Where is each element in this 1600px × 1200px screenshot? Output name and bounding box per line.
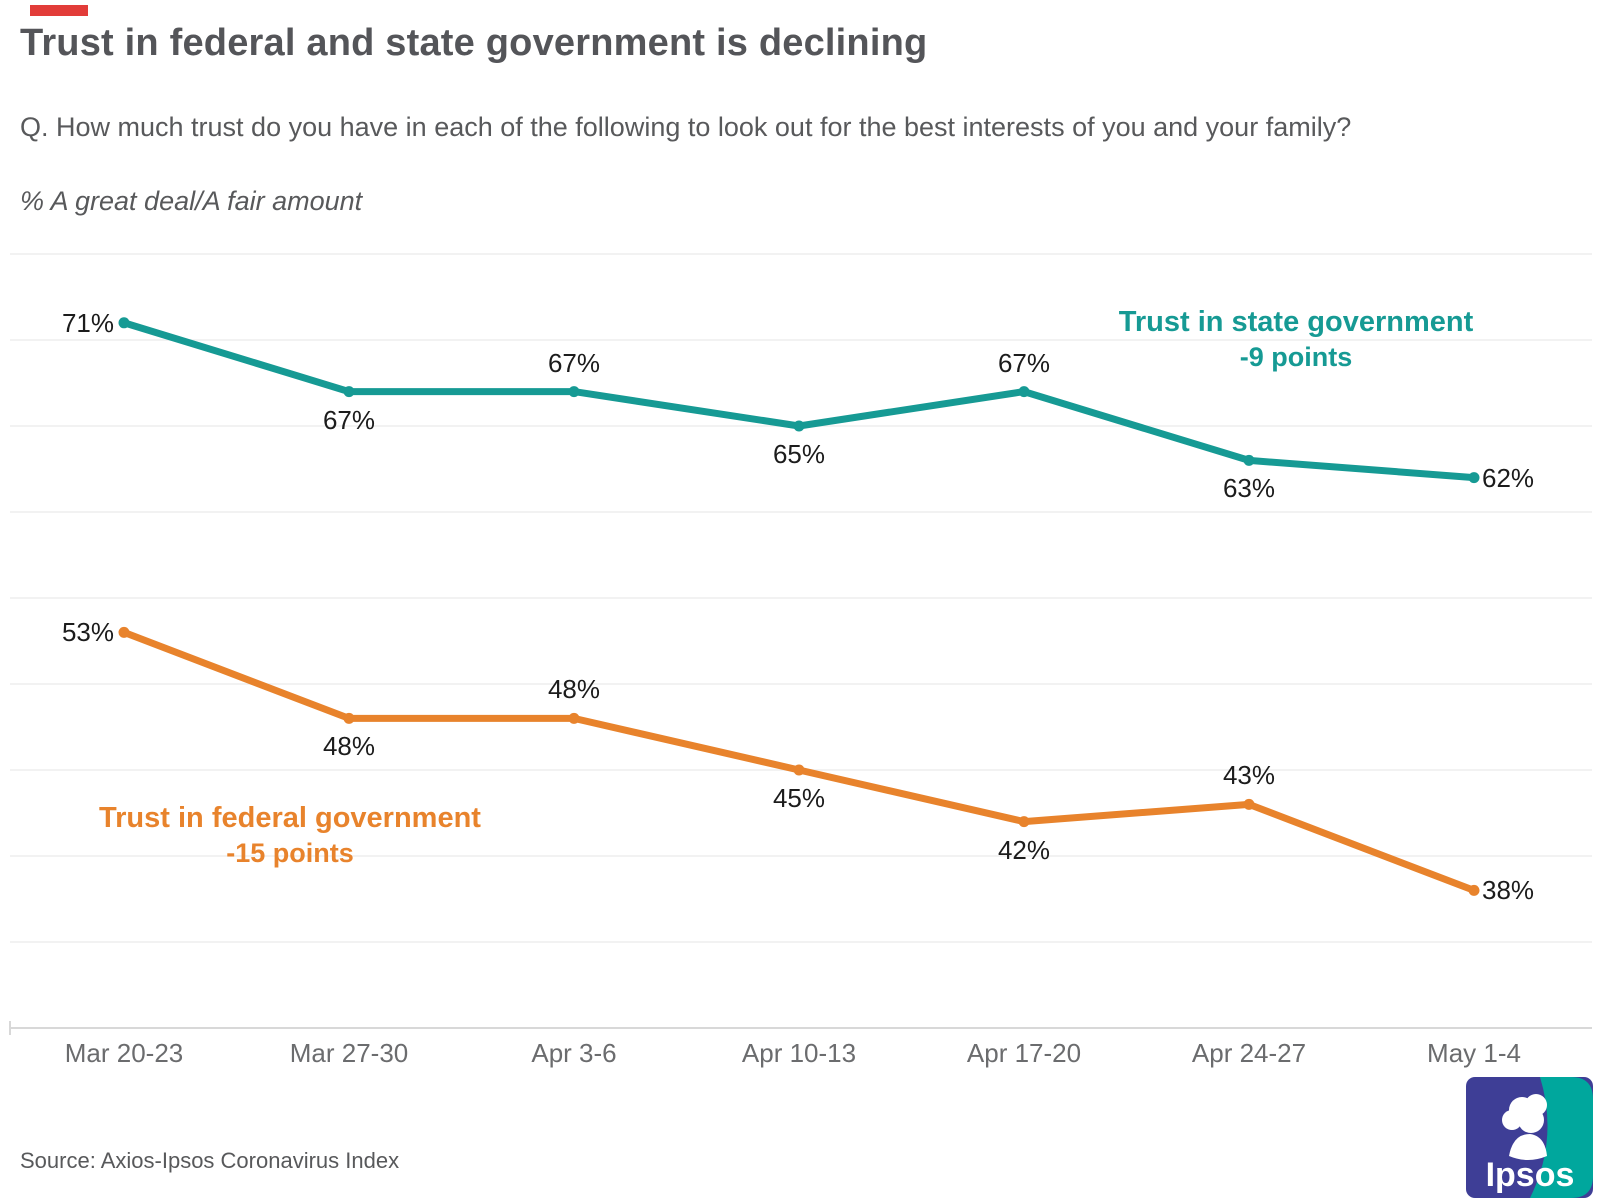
data-label-federal-4: 42% bbox=[997, 834, 1051, 865]
measure-note: % A great deal/A fair amount bbox=[20, 186, 363, 216]
data-label-state-3: 65% bbox=[772, 439, 826, 469]
data-label-federal-3: 45% bbox=[772, 783, 826, 813]
survey-question: Q. How much trust do you have in each of… bbox=[20, 112, 1352, 142]
legend-state-change: -9 points bbox=[1239, 342, 1353, 372]
x-axis-label-6: May 1-4 bbox=[1427, 1038, 1521, 1068]
legend-state-title: Trust in state government bbox=[1118, 306, 1474, 338]
legend-federal-change: -15 points bbox=[226, 838, 354, 868]
data-label-federal-6: 38% bbox=[1482, 875, 1535, 906]
page-title: Trust in federal and state government is… bbox=[20, 22, 928, 64]
data-label-state-2: 67% bbox=[547, 347, 601, 378]
legend-federal-title: Trust in federal government bbox=[99, 802, 481, 834]
data-label-state-5: 63% bbox=[1222, 473, 1276, 504]
data-label-state-4: 67% bbox=[997, 347, 1051, 378]
data-label-state-6: 62% bbox=[1482, 462, 1535, 493]
data-label-federal-1: 48% bbox=[322, 731, 376, 762]
x-axis-label-5: Apr 24-27 bbox=[1191, 1038, 1307, 1068]
x-axis-label-2: Apr 3-6 bbox=[531, 1038, 617, 1068]
logo-teal-field bbox=[1530, 1077, 1593, 1198]
accent-bar bbox=[30, 5, 88, 16]
data-label-federal-0: 53% bbox=[61, 617, 114, 648]
x-axis-label-0: Mar 20-23 bbox=[64, 1038, 184, 1068]
x-axis-label-1: Mar 27-30 bbox=[289, 1038, 409, 1068]
person-profile-icon bbox=[1502, 1094, 1547, 1160]
data-label-state-1: 67% bbox=[322, 404, 376, 435]
source-note: Source: Axios-Ipsos Coronavirus Index bbox=[20, 1148, 400, 1173]
legend-federal-government: Trust in federal government -15 points bbox=[0, 800, 590, 870]
ipsos-logo: Ipsos bbox=[1466, 1077, 1593, 1198]
x-axis-label-4: Apr 17-20 bbox=[966, 1038, 1082, 1068]
legend-state-government: Trust in state government -9 points bbox=[996, 304, 1596, 374]
x-axis-label-3: Apr 10-13 bbox=[741, 1038, 857, 1068]
logo-wordmark: Ipsos bbox=[1486, 1156, 1575, 1194]
data-label-federal-5: 43% bbox=[1222, 760, 1276, 791]
data-label-state-0: 71% bbox=[61, 307, 114, 338]
data-label-federal-2: 48% bbox=[547, 674, 601, 705]
